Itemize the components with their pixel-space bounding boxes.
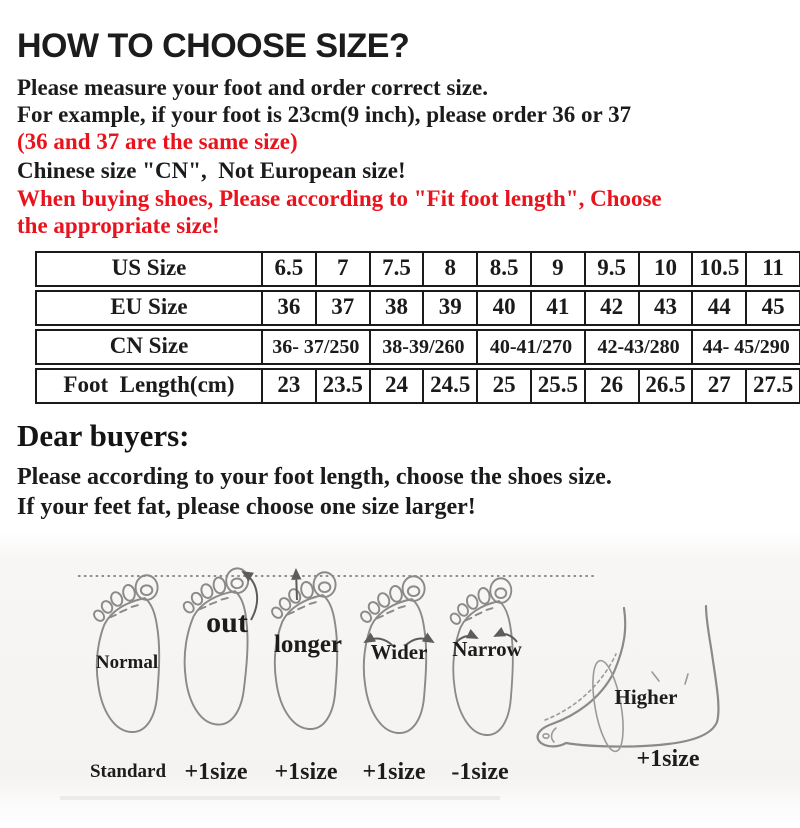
foot-length-cell: 25 [476,370,530,402]
page-title: HOW TO CHOOSE SIZE? [17,27,410,65]
row-label-eu: EU Size [110,294,188,319]
foot-diagram-canvas: Normal out longer Wider Narrow Higher St… [60,565,720,800]
us-size-cell: 7.5 [368,253,423,285]
wider-left-arrow-icon [363,632,394,647]
ankle-marks [651,671,689,685]
foot-length-cell: 26.5 [637,370,692,402]
table-row-foot-length: Foot Length(cm) 23 23.5 24 24.5 25 25.5 … [35,368,800,404]
eu-size-cell: 41 [529,292,584,324]
table-row-cn: CN Size 36- 37/250 38-39/260 40-41/270 4… [35,329,800,365]
foot-sketch-out [176,565,252,727]
eu-size-cell: 38 [368,292,423,324]
foot-length-cell: 24.5 [422,370,476,402]
foot-length-cell: 23 [261,370,315,402]
buyers-note-line-2: If your feet fat, please choose one size… [17,494,476,520]
eu-size-cell: 45 [745,292,799,324]
foot-label-higher: Higher [615,685,678,709]
foot-length-cell: 27.5 [745,370,799,402]
size-table: US Size 6.5 7 7.5 8 8.5 9 9.5 10 10.5 11… [35,251,800,404]
foot-caption-standard: Standard [90,761,166,782]
foot-label-wider: Wider [371,640,428,664]
us-size-cell: 7 [314,253,369,285]
cn-size-cell: 36- 37/250 [261,331,369,363]
foot-label-narrow: Narrow [452,637,522,661]
table-row-us: US Size 6.5 7 7.5 8 8.5 9 9.5 10 10.5 11 [35,251,800,287]
foot-caption-out: +1size [185,759,248,785]
foot-length-cell: 24 [368,370,423,402]
foot-caption-wider: +1size [363,759,426,785]
eu-size-cell: 39 [422,292,476,324]
us-size-cell: 9.5 [583,253,638,285]
row-label-foot-length: Foot Length(cm) [63,372,235,397]
warning-line-1: When buying shoes, Please according to "… [17,186,662,211]
eu-size-cell: 40 [476,292,530,324]
girth-ellipse [592,659,624,753]
intro-line-cn-size: Chinese size "CN", Not European size! [17,158,406,183]
cn-size-cell: 44- 45/290 [691,331,799,363]
cn-size-cell: 40-41/270 [476,331,584,363]
foot-sketch-higher [536,604,720,753]
eu-size-cell: 42 [583,292,638,324]
us-size-cell: 10.5 [691,253,745,285]
foot-shape-diagram: Normal out longer Wider Narrow Higher St… [0,532,800,828]
eu-size-cell: 44 [691,292,745,324]
buyers-note-line-1: Please according to your foot length, ch… [17,464,612,490]
foot-length-cell: 25.5 [529,370,584,402]
narrow-left-arrow-icon [454,628,479,645]
longer-toe-arrow-icon [291,568,302,601]
us-size-cell: 6.5 [261,253,315,285]
row-label-cn: CN Size [109,333,189,358]
us-size-cell: 10 [637,253,692,285]
foot-label-longer: longer [274,631,342,658]
out-toe-arrow-icon [241,570,259,621]
foot-length-cell: 26 [583,370,638,402]
cn-size-cell: 38-39/260 [368,331,477,363]
foot-caption-narrow: -1size [451,759,509,785]
cn-size-cell: 42-43/280 [583,331,692,363]
us-size-cell: 9 [529,253,584,285]
intro-line-same-size: (36 and 37 are the same size) [17,129,298,154]
foot-length-cell: 27 [691,370,745,402]
foot-label-out: out [206,606,248,639]
intro-line-measure: Please measure your foot and order corre… [17,75,488,100]
wider-right-arrow-icon [404,632,435,647]
eu-size-cell: 43 [637,292,692,324]
eu-size-cell: 36 [261,292,315,324]
size-guide-page: HOW TO CHOOSE SIZE? Please measure your … [0,27,800,522]
dear-buyers-heading: Dear buyers: [17,418,190,453]
warning-line-2: the appropriate size! [17,213,220,238]
narrow-right-arrow-icon [493,626,518,643]
us-size-cell: 8.5 [476,253,530,285]
us-size-cell: 11 [745,253,799,285]
intro-line-example: For example, if your foot is 23cm(9 inch… [17,102,632,127]
foot-length-cell: 23.5 [314,370,369,402]
eu-size-cell: 37 [314,292,369,324]
table-row-eu: EU Size 36 37 38 39 40 41 42 43 44 45 [35,290,800,326]
row-label-us: US Size [111,255,187,280]
us-size-cell: 8 [422,253,476,285]
foot-label-normal: Normal [96,652,158,673]
foot-caption-higher: +1size [637,746,700,772]
foot-caption-longer: +1size [275,759,338,785]
